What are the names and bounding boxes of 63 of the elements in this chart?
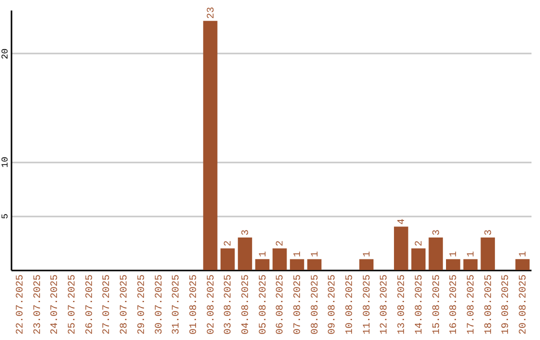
- x-tick-label: 26.07.2025: [84, 274, 96, 335]
- data-label: 1: [466, 251, 478, 258]
- data-label: 1: [258, 251, 270, 258]
- bar: [446, 259, 460, 270]
- bar: [203, 20, 218, 270]
- bar: [238, 238, 252, 270]
- data-label: 3: [484, 229, 495, 236]
- x-tick-label: 15.08.2025: [432, 274, 443, 335]
- bar: [411, 248, 426, 270]
- data-label: 1: [293, 251, 304, 258]
- x-tick-label: 03.08.2025: [224, 274, 235, 335]
- data-label: 4: [397, 218, 408, 225]
- x-tick-label: 28.07.2025: [120, 274, 131, 335]
- data-label: 2: [224, 240, 235, 246]
- x-tick-label: 20.08.2025: [518, 274, 530, 335]
- x-tick-label: 07.08.2025: [293, 274, 304, 335]
- data-label: 3: [240, 229, 252, 236]
- x-tick-label: 09.08.2025: [328, 274, 339, 335]
- x-tick-label: 16.08.2025: [449, 274, 460, 335]
- bar: [515, 259, 530, 270]
- bar: [307, 259, 322, 270]
- data-label: 23: [206, 6, 218, 19]
- bar: [428, 238, 443, 270]
- x-tick-label: 10.08.2025: [345, 274, 356, 335]
- data-label: 3: [432, 229, 443, 236]
- x-tick-label: 02.08.2025: [206, 274, 218, 335]
- bar: [480, 238, 495, 270]
- x-tick-label: 08.08.2025: [310, 274, 322, 335]
- x-tick-label: 01.08.2025: [188, 274, 200, 335]
- y-tick-label: 5: [0, 214, 10, 220]
- data-label: 1: [449, 251, 460, 258]
- x-tick-label: 17.08.2025: [466, 274, 478, 335]
- bar: [255, 259, 270, 270]
- bar: [394, 226, 408, 270]
- x-tick-label: 05.08.2025: [258, 274, 270, 335]
- y-tick-label: 10: [0, 156, 10, 168]
- x-tick-label: 25.07.2025: [68, 274, 79, 335]
- data-label: 1: [518, 251, 530, 258]
- x-tick-label: 29.07.2025: [136, 274, 148, 335]
- data-label: 2: [276, 240, 287, 246]
- data-label: 2: [414, 240, 426, 246]
- x-tick-label: 11.08.2025: [362, 274, 374, 335]
- x-tick-label: 19.08.2025: [501, 274, 512, 335]
- bar: [290, 259, 304, 270]
- x-tick-label: 27.07.2025: [102, 274, 114, 335]
- bar: [220, 248, 235, 270]
- x-tick-label: 24.07.2025: [50, 274, 62, 335]
- data-label: 1: [362, 251, 374, 258]
- x-tick-label: 13.08.2025: [397, 274, 408, 335]
- data-label: 1: [310, 251, 322, 258]
- x-tick-label: 14.08.2025: [414, 274, 426, 335]
- bar: [463, 259, 478, 270]
- y-tick-label: 20: [0, 48, 10, 60]
- x-tick-label: 30.07.2025: [154, 274, 166, 335]
- bar: [359, 259, 374, 270]
- x-tick-label: 23.07.2025: [32, 274, 44, 335]
- x-tick-label: 22.07.2025: [16, 274, 26, 335]
- x-tick-label: 04.08.2025: [240, 274, 252, 335]
- x-tick-label: 06.08.2025: [276, 274, 287, 335]
- x-tick-label: 12.08.2025: [380, 274, 391, 335]
- x-tick-label: 31.07.2025: [172, 274, 183, 335]
- x-tick-label: 18.08.2025: [484, 274, 495, 335]
- bar: [272, 248, 287, 270]
